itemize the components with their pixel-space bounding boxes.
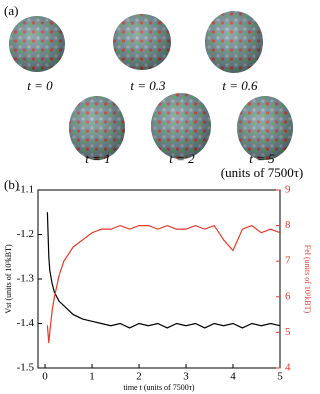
y2-tick-label: 8 [285, 219, 291, 231]
snapshot-image [9, 16, 65, 72]
panel-label: (a) [4, 3, 18, 18]
y-tick-label: -1.1 [17, 184, 34, 196]
x-tick-label: 1 [89, 371, 95, 383]
snapshot-label: t = 1 [85, 151, 110, 166]
data-line [46, 224, 281, 344]
y-tick-label: -1.4 [17, 317, 35, 329]
x-tick-label: 5 [277, 371, 283, 383]
snapshot-image [237, 96, 293, 160]
y2-tick-label: 6 [285, 290, 291, 302]
data-line [46, 212, 281, 329]
snapshot-label: t = 0 [27, 78, 53, 93]
snapshot-image [69, 96, 125, 160]
x-tick-label: 3 [183, 371, 189, 383]
y-tick-label: -1.2 [17, 228, 34, 240]
y2-tick-label: 4 [285, 362, 291, 374]
snapshot-label: t = 5 [249, 151, 275, 166]
y2-axis-label: Fel (units of 10³kBT) [303, 245, 312, 314]
y-tick-label: -1.5 [17, 362, 35, 374]
snapshot-label: t = 0.6 [222, 78, 258, 93]
plot-frame [37, 189, 281, 369]
snapshot-image [205, 11, 263, 73]
snapshot-label: t = 0.3 [130, 78, 166, 93]
panel-label: (b) [4, 177, 19, 192]
snapshot-image [113, 14, 171, 70]
snapshot-label: t = 2 [169, 151, 195, 166]
y2-tick-label: 9 [285, 184, 291, 196]
units-label: (units of 7500τ) [221, 165, 304, 180]
y2-tick-label: 5 [285, 326, 291, 338]
y-tick-label: -1.3 [17, 273, 35, 285]
x-tick-label: 0 [42, 371, 48, 383]
y-axis-label: Vst (units of 10³kBT) [4, 244, 13, 314]
x-tick-label: 4 [230, 371, 236, 383]
x-axis-label: time t (units of 7500τ) [123, 383, 195, 392]
y2-tick-label: 7 [285, 255, 291, 267]
snapshots [9, 11, 293, 160]
snapshot-image [151, 93, 211, 159]
x-tick-label: 2 [136, 371, 142, 383]
